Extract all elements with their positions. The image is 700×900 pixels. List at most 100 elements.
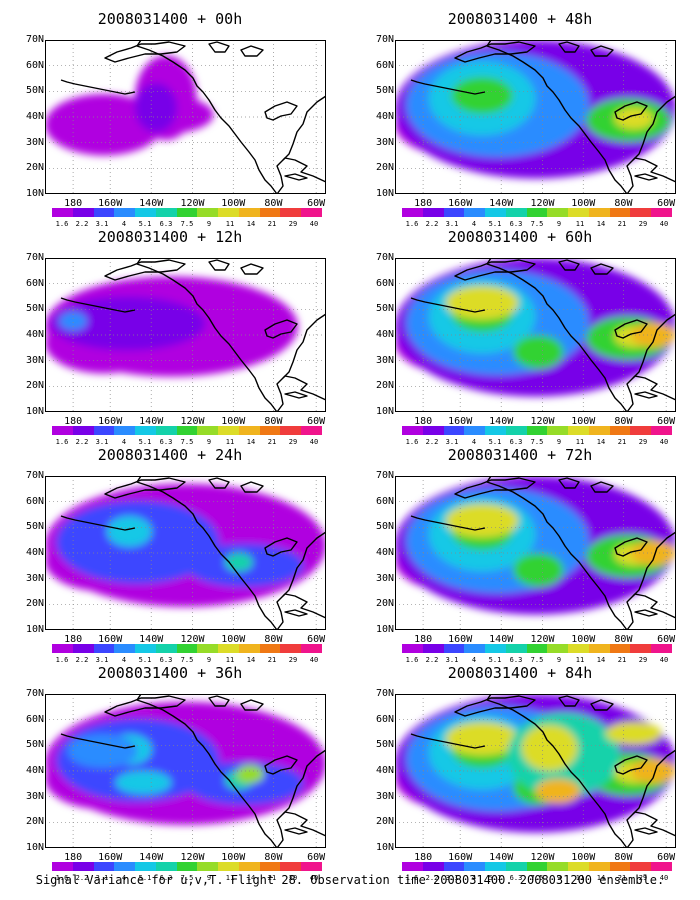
longitude-label: 100W [221, 416, 246, 427]
latitude-label: 50N [375, 85, 394, 97]
longitude-label: 60W [657, 198, 676, 209]
longitude-label: 180 [414, 416, 433, 427]
colorbar-swatch [526, 426, 548, 435]
variance-contour [451, 76, 514, 114]
colorbar-label: 4 [121, 220, 127, 228]
colorbar-swatch [301, 208, 322, 217]
colorbar-swatch [464, 862, 486, 871]
variance-contour [513, 553, 564, 587]
colorbar-swatch [93, 644, 115, 653]
colorbar-label: 11 [225, 874, 235, 882]
colorbar-label: 7.5 [530, 874, 544, 882]
variance-contour [445, 721, 519, 756]
longitude-label: 100W [221, 852, 246, 863]
colorbar-label: 3.1 [95, 220, 109, 228]
panel-title: 2008031400 + 48h [447, 10, 593, 28]
colorbar-swatch [505, 862, 527, 871]
colorbar-label: 40 [309, 656, 319, 664]
graticule [45, 694, 326, 848]
latitude-label: 10N [25, 406, 44, 417]
colorbar-swatch [443, 862, 465, 871]
graticule [395, 258, 676, 412]
latitude-label: 20N [375, 162, 394, 174]
colorbar-swatch [301, 426, 322, 435]
variance-contour [59, 311, 88, 331]
panel-title: 2008031400 + 36h [97, 664, 243, 682]
latitude-label: 10N [375, 188, 394, 199]
map-panel: 2008031400 + 72h 70N 60N 50N 40N 30N 20N 10N 180… [360, 444, 680, 664]
colorbar [402, 644, 672, 653]
colorbar-swatch [52, 426, 73, 435]
latitude-label: 30N [25, 136, 44, 148]
latitude-label: 10N [25, 188, 44, 199]
colorbar-label: 2.2 [425, 656, 439, 664]
colorbar [52, 426, 322, 435]
colorbar-label: 9 [556, 220, 562, 228]
colorbar-label: 5.1 [488, 438, 502, 446]
colorbar-swatch [422, 644, 444, 653]
latitude-label: 40N [375, 111, 394, 122]
colorbar-label: 4 [121, 438, 127, 446]
colorbar-label: 21 [267, 438, 277, 446]
colorbar-swatch [280, 862, 302, 871]
latitude-label: 70N [25, 34, 44, 45]
longitude-label: 180 [414, 198, 433, 209]
colorbar-swatch [485, 426, 506, 435]
latitude-label: 60N [25, 495, 44, 507]
colorbar-swatch [547, 862, 569, 871]
longitude-label: 160W [448, 198, 473, 209]
colorbar-label: 14 [596, 874, 606, 882]
coastline [410, 694, 676, 848]
colorbar-swatch [547, 426, 569, 435]
latitude-label: 30N [25, 354, 44, 366]
latitude-label: 70N [375, 34, 394, 45]
colorbar-label: 11 [225, 656, 235, 664]
colorbar-label: 9 [206, 220, 212, 228]
colorbar-swatch [176, 426, 198, 435]
colorbar-swatch [280, 426, 302, 435]
colorbar-swatch [218, 644, 239, 653]
colorbar-swatch [218, 208, 239, 217]
colorbar-label: 7.5 [180, 438, 194, 446]
colorbar [52, 644, 322, 653]
colorbar-swatch [155, 862, 177, 871]
colorbar-swatch [155, 208, 177, 217]
colorbar-label: 40 [659, 874, 669, 882]
latitude-label: 40N [375, 329, 394, 340]
latitude-label: 10N [375, 406, 394, 417]
variance-map [395, 694, 676, 848]
coastline [60, 258, 326, 412]
longitude-label: 60W [657, 634, 676, 645]
colorbar-label: 6.3 [159, 438, 173, 446]
variance-contour [513, 335, 564, 369]
longitude-label: 120W [180, 198, 205, 209]
graticule [395, 694, 676, 848]
colorbar-label: 1.6 [405, 874, 419, 882]
coastline [410, 40, 676, 194]
variance-field [395, 694, 676, 833]
latitude-label: 50N [25, 85, 44, 97]
colorbar-label: 40 [659, 656, 669, 664]
variance-contour [134, 83, 178, 133]
colorbar-swatch [464, 644, 486, 653]
latitude-label: 70N [375, 688, 394, 699]
colorbar-label: 40 [309, 874, 319, 882]
colorbar-label: 29 [638, 438, 648, 446]
colorbar-label: 1.6 [405, 656, 419, 664]
colorbar-swatch [464, 208, 486, 217]
latitude-label: 10N [375, 624, 394, 635]
colorbar-label: 4 [471, 438, 477, 446]
map-panel: 2008031400 + 36h 70N 60N 50N 40N 30N 20N 10N 180… [10, 662, 330, 882]
variance-contour [115, 771, 172, 795]
variance-field [45, 55, 214, 156]
longitude-label: 80W [264, 852, 283, 863]
colorbar-swatch [609, 208, 631, 217]
longitude-label: 160W [448, 416, 473, 427]
longitude-label: 120W [180, 634, 205, 645]
longitude-label: 60W [657, 852, 676, 863]
colorbar-label: 29 [288, 874, 298, 882]
latitude-label: 50N [375, 303, 394, 315]
colorbar-label: 11 [575, 874, 585, 882]
colorbar-swatch [155, 426, 177, 435]
colorbar-swatch [588, 862, 610, 871]
